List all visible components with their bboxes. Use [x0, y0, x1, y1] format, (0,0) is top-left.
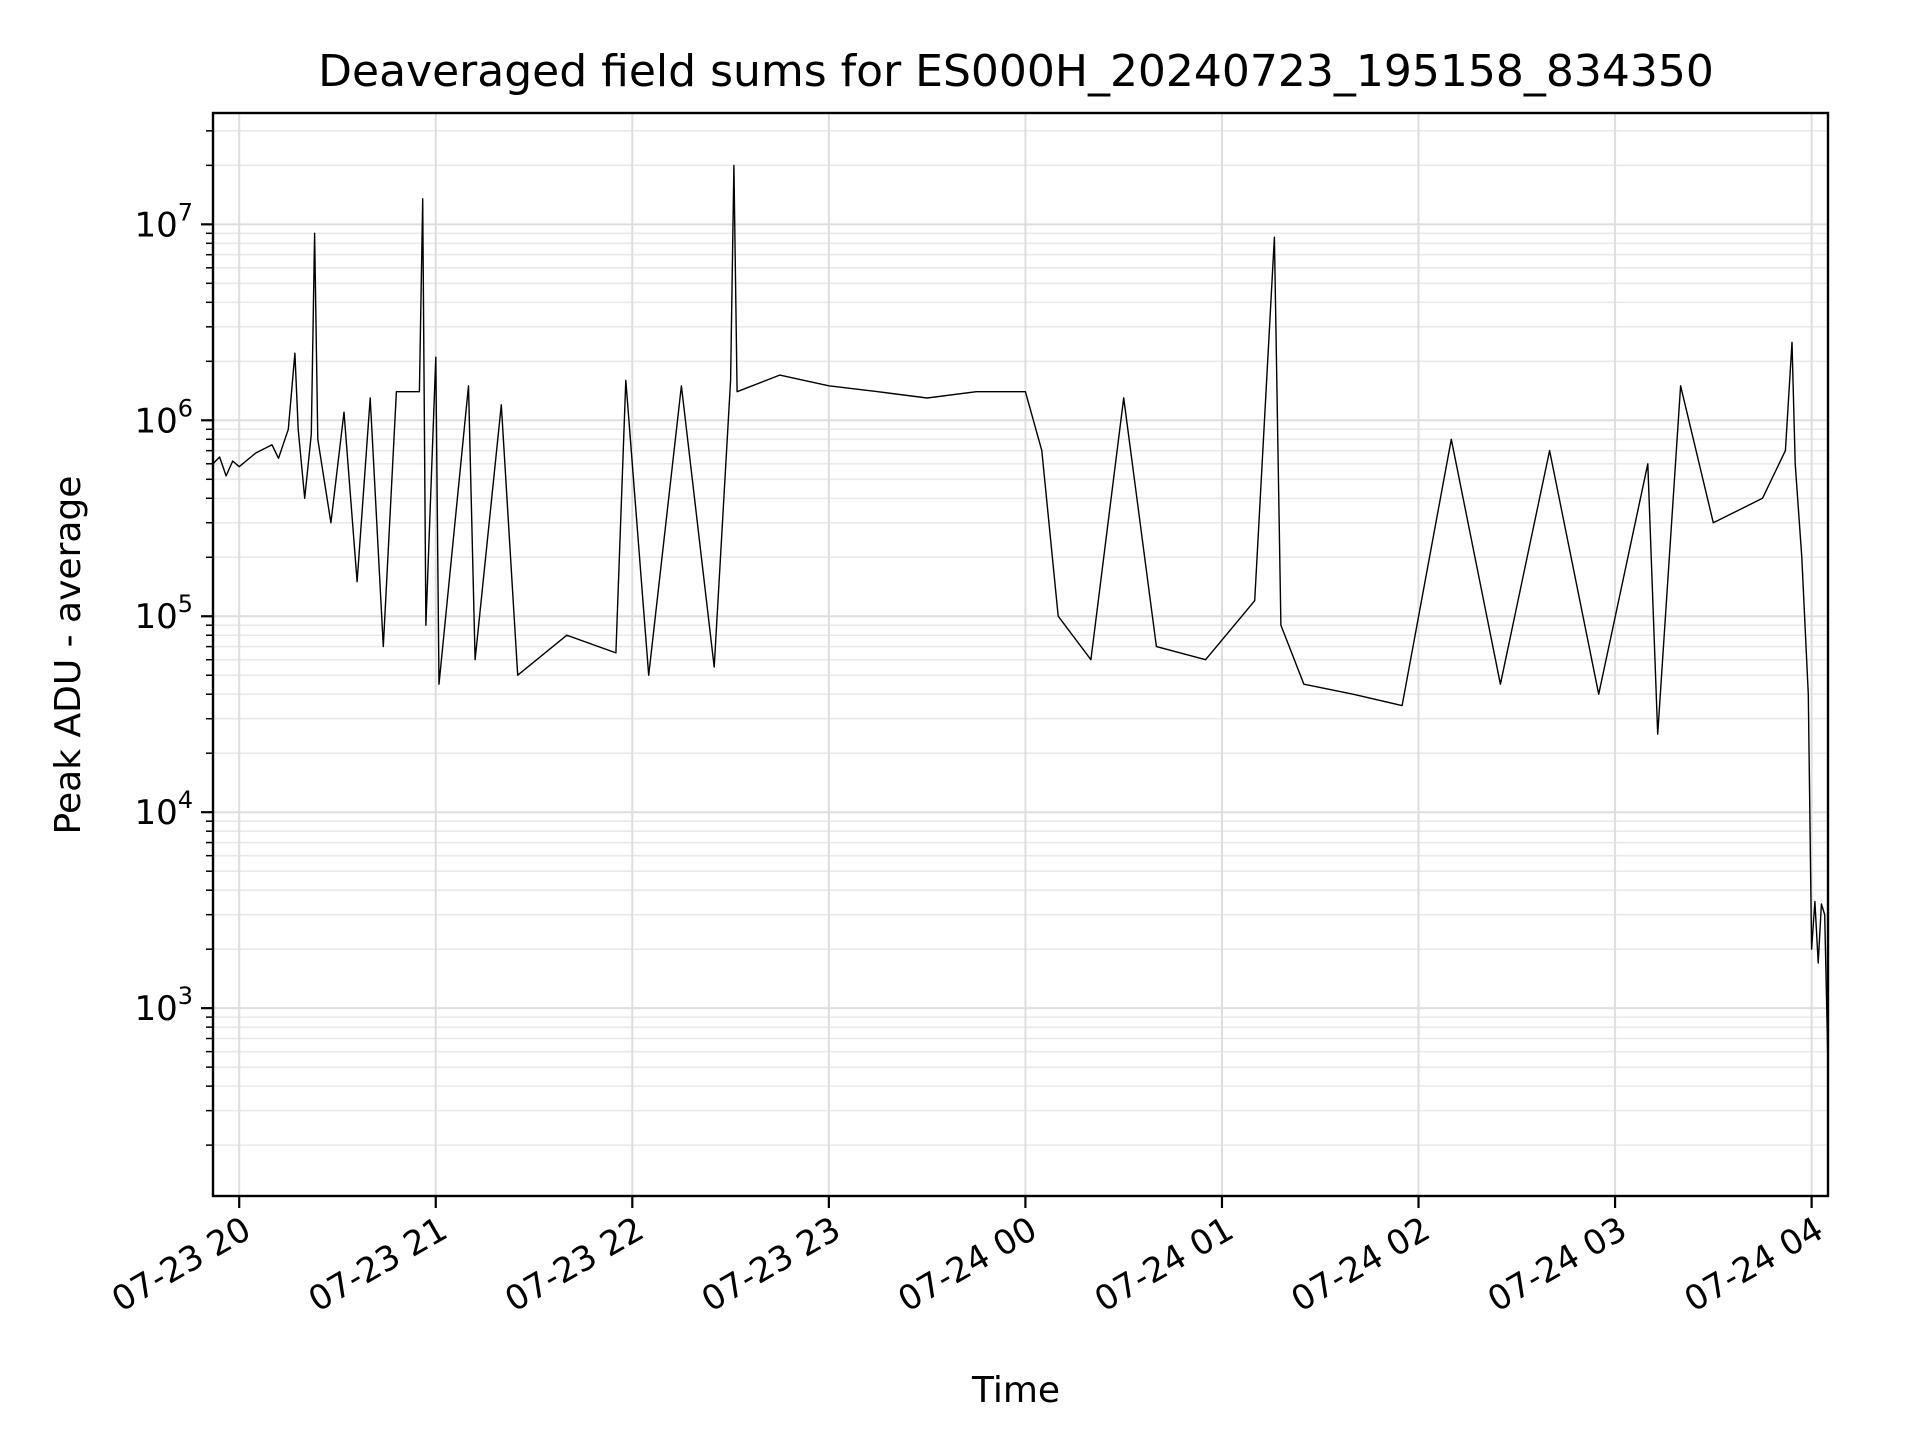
- y-tick-label: 107: [134, 198, 193, 245]
- chart-title: Deaveraged field sums for ES000H_2024072…: [318, 46, 1714, 97]
- series-line: [212, 164, 1829, 1068]
- y-axis-ticks: 103 104 105 106 107: [134, 130, 213, 1146]
- y-tick-label: 105: [134, 590, 193, 637]
- y-tick-label: 103: [134, 982, 193, 1029]
- plot-frame: [211, 111, 1830, 1198]
- y-axis-label: Peak ADU - average: [48, 476, 89, 835]
- y-tick-label: 104: [134, 786, 193, 833]
- grid-major-lines: [213, 113, 1828, 1196]
- x-axis-label: Time: [971, 1370, 1060, 1411]
- y-tick-label: 106: [134, 394, 193, 441]
- grid-minor-lines: [213, 130, 1828, 1146]
